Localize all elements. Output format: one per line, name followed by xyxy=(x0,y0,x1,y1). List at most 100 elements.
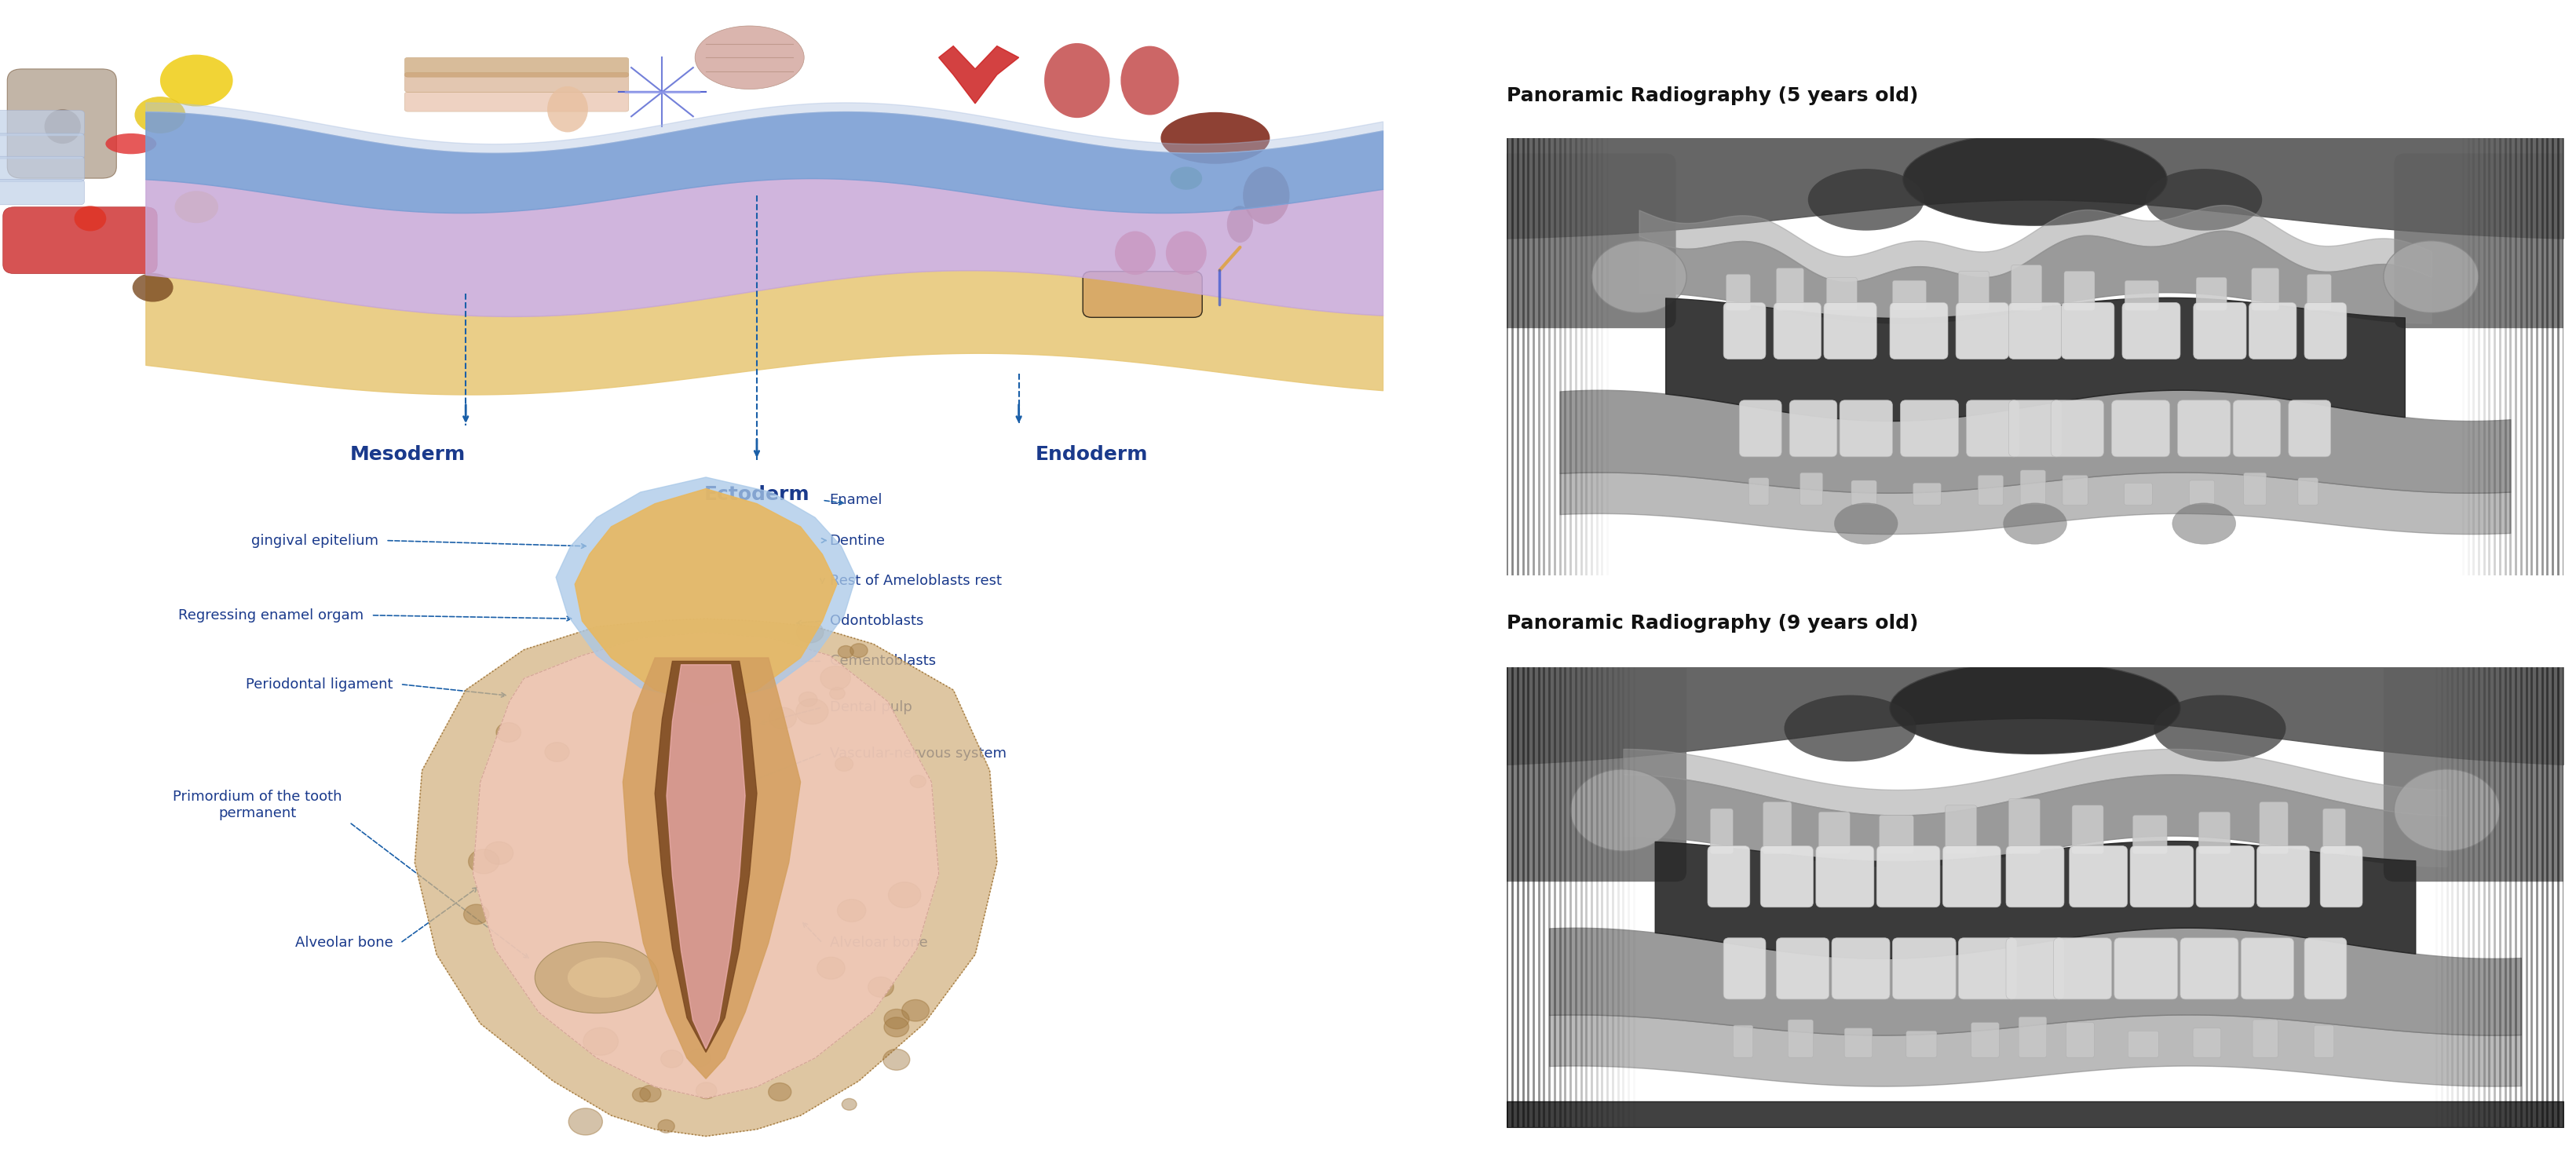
FancyBboxPatch shape xyxy=(0,133,85,159)
FancyBboxPatch shape xyxy=(1893,938,1955,999)
Circle shape xyxy=(837,899,866,922)
Circle shape xyxy=(837,645,853,658)
Ellipse shape xyxy=(175,191,219,223)
FancyBboxPatch shape xyxy=(8,69,116,178)
FancyBboxPatch shape xyxy=(2009,302,2061,359)
Ellipse shape xyxy=(1043,43,1110,117)
Circle shape xyxy=(582,1028,618,1056)
Text: Rest of Ameloblasts rest: Rest of Ameloblasts rest xyxy=(829,574,1002,588)
FancyBboxPatch shape xyxy=(2125,281,2159,310)
Circle shape xyxy=(768,1083,791,1101)
Ellipse shape xyxy=(1785,695,1917,761)
Text: Alveloar bone: Alveloar bone xyxy=(829,936,927,950)
Ellipse shape xyxy=(1571,769,1677,851)
FancyBboxPatch shape xyxy=(2115,938,2177,999)
FancyBboxPatch shape xyxy=(1739,400,1783,457)
Text: Dentine: Dentine xyxy=(829,534,886,547)
FancyBboxPatch shape xyxy=(1777,938,1829,999)
Circle shape xyxy=(817,957,845,979)
Circle shape xyxy=(770,707,796,729)
FancyBboxPatch shape xyxy=(2061,302,2115,359)
FancyBboxPatch shape xyxy=(1832,938,1891,999)
FancyBboxPatch shape xyxy=(404,72,629,92)
FancyBboxPatch shape xyxy=(2313,1026,2334,1058)
Circle shape xyxy=(569,1109,603,1135)
Circle shape xyxy=(829,688,845,699)
Ellipse shape xyxy=(160,54,232,107)
FancyBboxPatch shape xyxy=(1901,400,1958,457)
FancyBboxPatch shape xyxy=(404,92,629,112)
FancyBboxPatch shape xyxy=(1958,938,2017,999)
Circle shape xyxy=(842,1098,858,1110)
FancyBboxPatch shape xyxy=(1955,302,2009,359)
Ellipse shape xyxy=(2393,769,2499,851)
FancyBboxPatch shape xyxy=(2321,846,2362,907)
Ellipse shape xyxy=(2004,503,2066,544)
FancyBboxPatch shape xyxy=(1723,938,1765,999)
Circle shape xyxy=(685,695,701,708)
Circle shape xyxy=(835,757,853,772)
Polygon shape xyxy=(623,658,801,1079)
FancyBboxPatch shape xyxy=(1082,271,1203,317)
FancyBboxPatch shape xyxy=(2306,302,2347,359)
FancyBboxPatch shape xyxy=(2123,302,2179,359)
Circle shape xyxy=(799,692,817,706)
Ellipse shape xyxy=(546,86,587,132)
Circle shape xyxy=(696,1082,716,1098)
FancyBboxPatch shape xyxy=(2063,271,2094,311)
FancyBboxPatch shape xyxy=(1708,846,1749,907)
Polygon shape xyxy=(574,489,837,706)
FancyBboxPatch shape xyxy=(1891,302,1947,359)
FancyBboxPatch shape xyxy=(1942,846,2002,907)
Ellipse shape xyxy=(1121,46,1180,115)
Text: Mesoderm: Mesoderm xyxy=(350,445,466,463)
FancyBboxPatch shape xyxy=(1826,277,1857,310)
FancyBboxPatch shape xyxy=(2259,802,2287,853)
FancyBboxPatch shape xyxy=(2251,1020,2277,1058)
Ellipse shape xyxy=(2146,169,2262,230)
Text: Dental pulp: Dental pulp xyxy=(829,700,912,714)
FancyBboxPatch shape xyxy=(1816,846,1873,907)
FancyBboxPatch shape xyxy=(1734,1026,1754,1058)
Circle shape xyxy=(497,722,520,742)
FancyBboxPatch shape xyxy=(1852,481,1875,505)
Ellipse shape xyxy=(106,133,157,154)
Polygon shape xyxy=(667,665,744,1049)
FancyBboxPatch shape xyxy=(2020,470,2045,505)
FancyBboxPatch shape xyxy=(2066,1022,2094,1058)
Text: Endoderm: Endoderm xyxy=(1036,445,1149,463)
FancyBboxPatch shape xyxy=(2177,400,2231,457)
FancyBboxPatch shape xyxy=(2130,846,2192,907)
Circle shape xyxy=(796,621,824,643)
FancyBboxPatch shape xyxy=(2393,153,2573,328)
Circle shape xyxy=(884,1018,909,1037)
FancyBboxPatch shape xyxy=(1965,400,2020,457)
FancyBboxPatch shape xyxy=(2112,400,2169,457)
Ellipse shape xyxy=(1170,167,1203,190)
FancyBboxPatch shape xyxy=(1880,815,1914,853)
FancyBboxPatch shape xyxy=(1978,475,2004,505)
Circle shape xyxy=(657,1120,675,1133)
FancyBboxPatch shape xyxy=(1824,302,1875,359)
FancyBboxPatch shape xyxy=(1788,1020,1814,1058)
FancyBboxPatch shape xyxy=(2197,846,2254,907)
FancyBboxPatch shape xyxy=(2050,400,2105,457)
FancyBboxPatch shape xyxy=(2192,302,2246,359)
Ellipse shape xyxy=(1904,133,2166,225)
FancyBboxPatch shape xyxy=(2179,938,2239,999)
FancyBboxPatch shape xyxy=(1971,1022,1999,1058)
Ellipse shape xyxy=(131,274,173,301)
FancyBboxPatch shape xyxy=(0,179,85,205)
Ellipse shape xyxy=(2383,240,2478,313)
FancyBboxPatch shape xyxy=(2257,846,2311,907)
FancyBboxPatch shape xyxy=(2308,274,2331,310)
Ellipse shape xyxy=(536,942,659,1013)
FancyBboxPatch shape xyxy=(2200,812,2231,853)
FancyBboxPatch shape xyxy=(1710,808,1734,853)
FancyBboxPatch shape xyxy=(3,207,157,274)
FancyBboxPatch shape xyxy=(2233,400,2280,457)
Circle shape xyxy=(909,775,925,788)
FancyBboxPatch shape xyxy=(2383,657,2573,882)
FancyBboxPatch shape xyxy=(2298,478,2318,505)
Circle shape xyxy=(850,644,868,658)
